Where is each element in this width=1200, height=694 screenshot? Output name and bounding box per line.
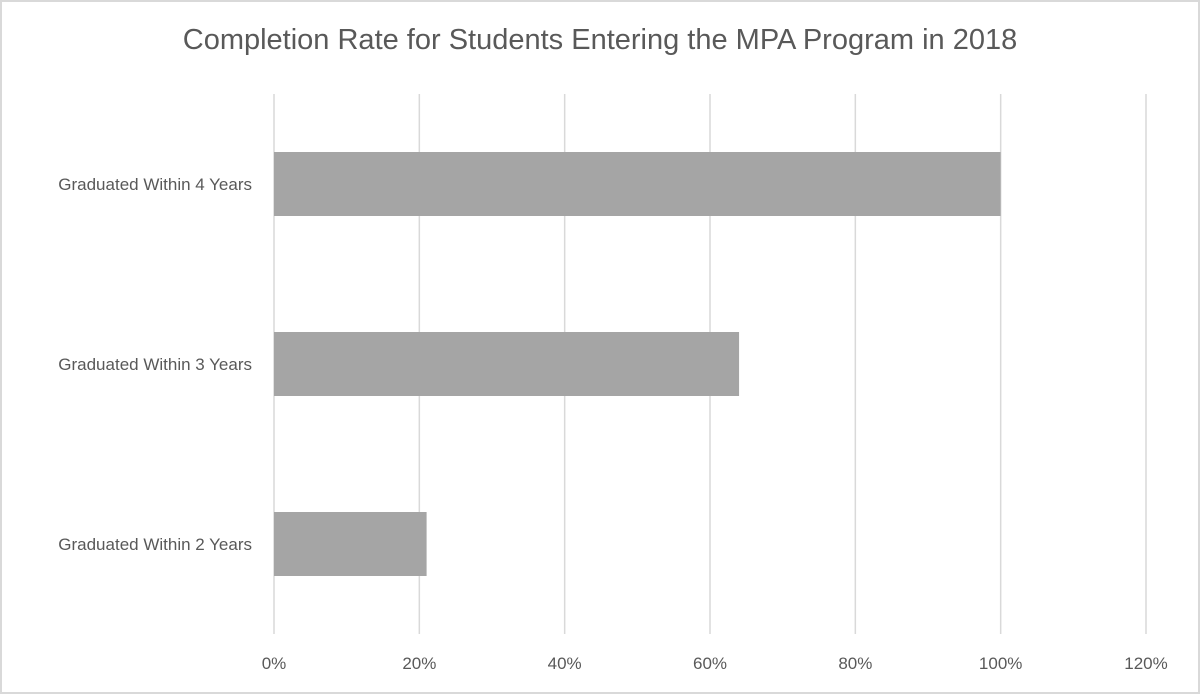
bar <box>274 152 1001 216</box>
labels: 0% 20% 40% 60% 80% 100% 120% Graduated Within 4… <box>58 175 1167 673</box>
category-label: Graduated Within 2 Years <box>58 535 252 554</box>
x-tick-label: 20% <box>402 654 436 673</box>
x-tick-label: 0% <box>262 654 287 673</box>
chart-title: Completion Rate for Students Entering th… <box>182 24 1018 56</box>
x-tick-label: 120% <box>1124 654 1167 673</box>
x-tick-label: 100% <box>979 654 1022 673</box>
bars <box>274 152 1001 576</box>
bar <box>274 512 427 576</box>
x-tick-label: 40% <box>548 654 582 673</box>
x-tick-label: 60% <box>693 654 727 673</box>
category-label: Graduated Within 4 Years <box>58 175 252 194</box>
category-label: Graduated Within 3 Years <box>58 355 252 374</box>
x-tick-label: 80% <box>838 654 872 673</box>
bar <box>274 332 740 396</box>
